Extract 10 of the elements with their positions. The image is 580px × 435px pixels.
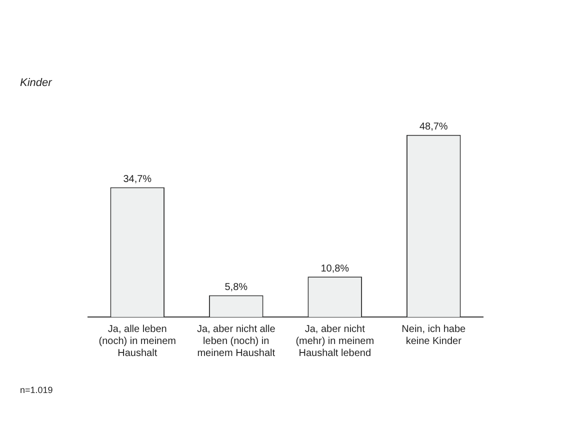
data-label: 10,8% [320, 263, 350, 274]
chart-title: Kinder [20, 77, 54, 89]
x-tick-label: Nein, ich habe keine Kinder [402, 324, 466, 347]
x-tick-label: Ja, aber nicht alle leben (noch) in meinem Haushalt [196, 324, 276, 359]
x-tick-label: Ja, alle leben (noch) in meinem Haushalt [98, 324, 176, 359]
data-label: 34,7% [123, 174, 152, 185]
data-label: 48,7% [419, 122, 448, 133]
text: n=1.019 [20, 385, 53, 395]
x-tick-label: Ja, aber nicht (mehr) in meinem Haushalt lebend [296, 324, 374, 359]
data-label: 5,8% [224, 282, 248, 294]
